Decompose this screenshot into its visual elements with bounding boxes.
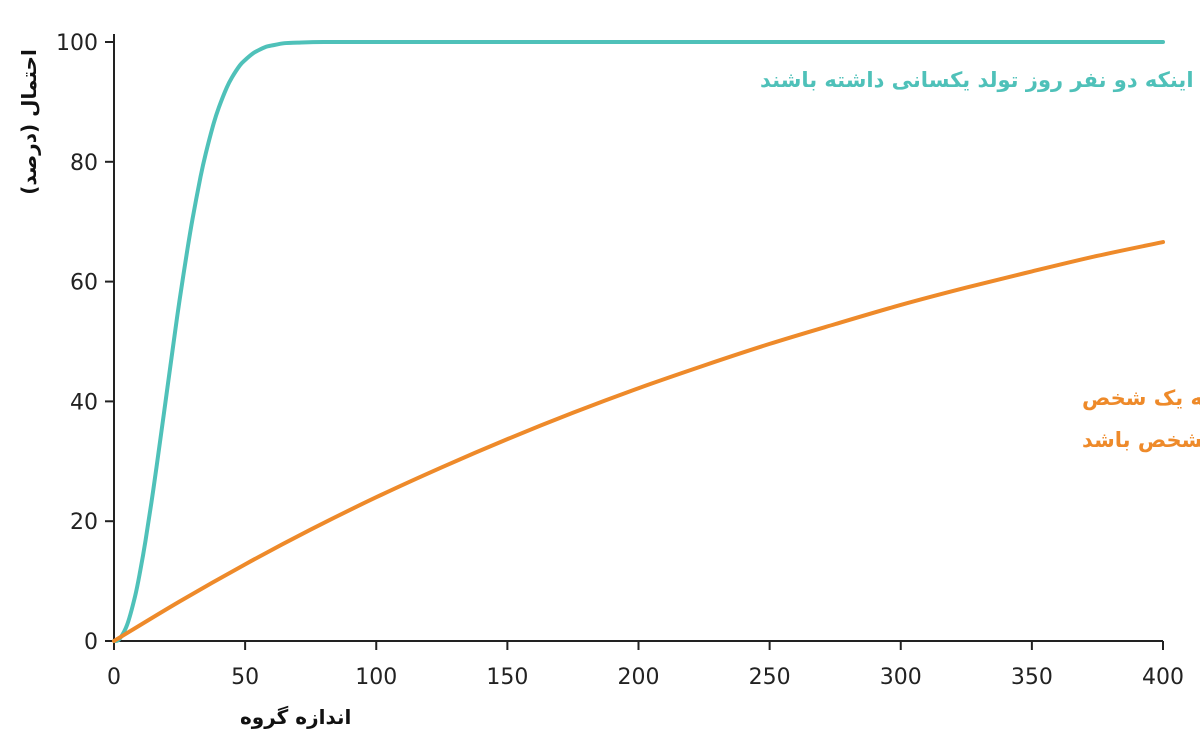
series-annotations: احتمال اینکه دو نفر روز تولد یکسانی داشت…: [760, 68, 1200, 452]
y-tick-label: 20: [70, 510, 98, 535]
series-lines: [112, 39, 1165, 644]
x-tick-label: 0: [107, 665, 121, 690]
annotation-line: احتمال اینکه دو نفر روز تولد یکسانی داشت…: [760, 68, 1200, 92]
annotation-line: این احتمال که یک شخص: [1082, 386, 1200, 410]
x-axis-title: اندازه گروه: [240, 705, 351, 729]
x-tick-label: 150: [486, 665, 528, 690]
x-tick-label: 200: [618, 665, 660, 690]
y-tick-label: 80: [70, 151, 98, 176]
x-tick-label: 50: [231, 665, 259, 690]
annotation-line: دارای روز تولد در تاریخی مشخص باشد: [1082, 428, 1200, 452]
y-axis-title: احتمال (درصد): [17, 49, 41, 195]
x-tick-label: 400: [1142, 665, 1184, 690]
x-tick-label: 300: [880, 665, 922, 690]
y-tick-label: 0: [84, 630, 98, 655]
y-tick-label: 100: [56, 31, 98, 56]
x-tick-label: 100: [355, 665, 397, 690]
x-tick-label: 350: [1011, 665, 1053, 690]
annotation-shared-birthday: احتمال اینکه دو نفر روز تولد یکسانی داشت…: [760, 68, 1200, 92]
y-tick-label: 40: [70, 390, 98, 415]
y-tick-label: 60: [70, 271, 98, 296]
x-tick-label: 250: [749, 665, 791, 690]
ticks: 0 50 100 150 200 250 300 350 400 0 20 40 60 80 100: [56, 31, 1184, 690]
series-line-shared-birthday: [112, 39, 1165, 644]
annotation-specific-date: این احتمال که یک شخص دارای روز تولد در تا…: [1082, 386, 1200, 452]
series-line-specific-date: [112, 240, 1165, 643]
